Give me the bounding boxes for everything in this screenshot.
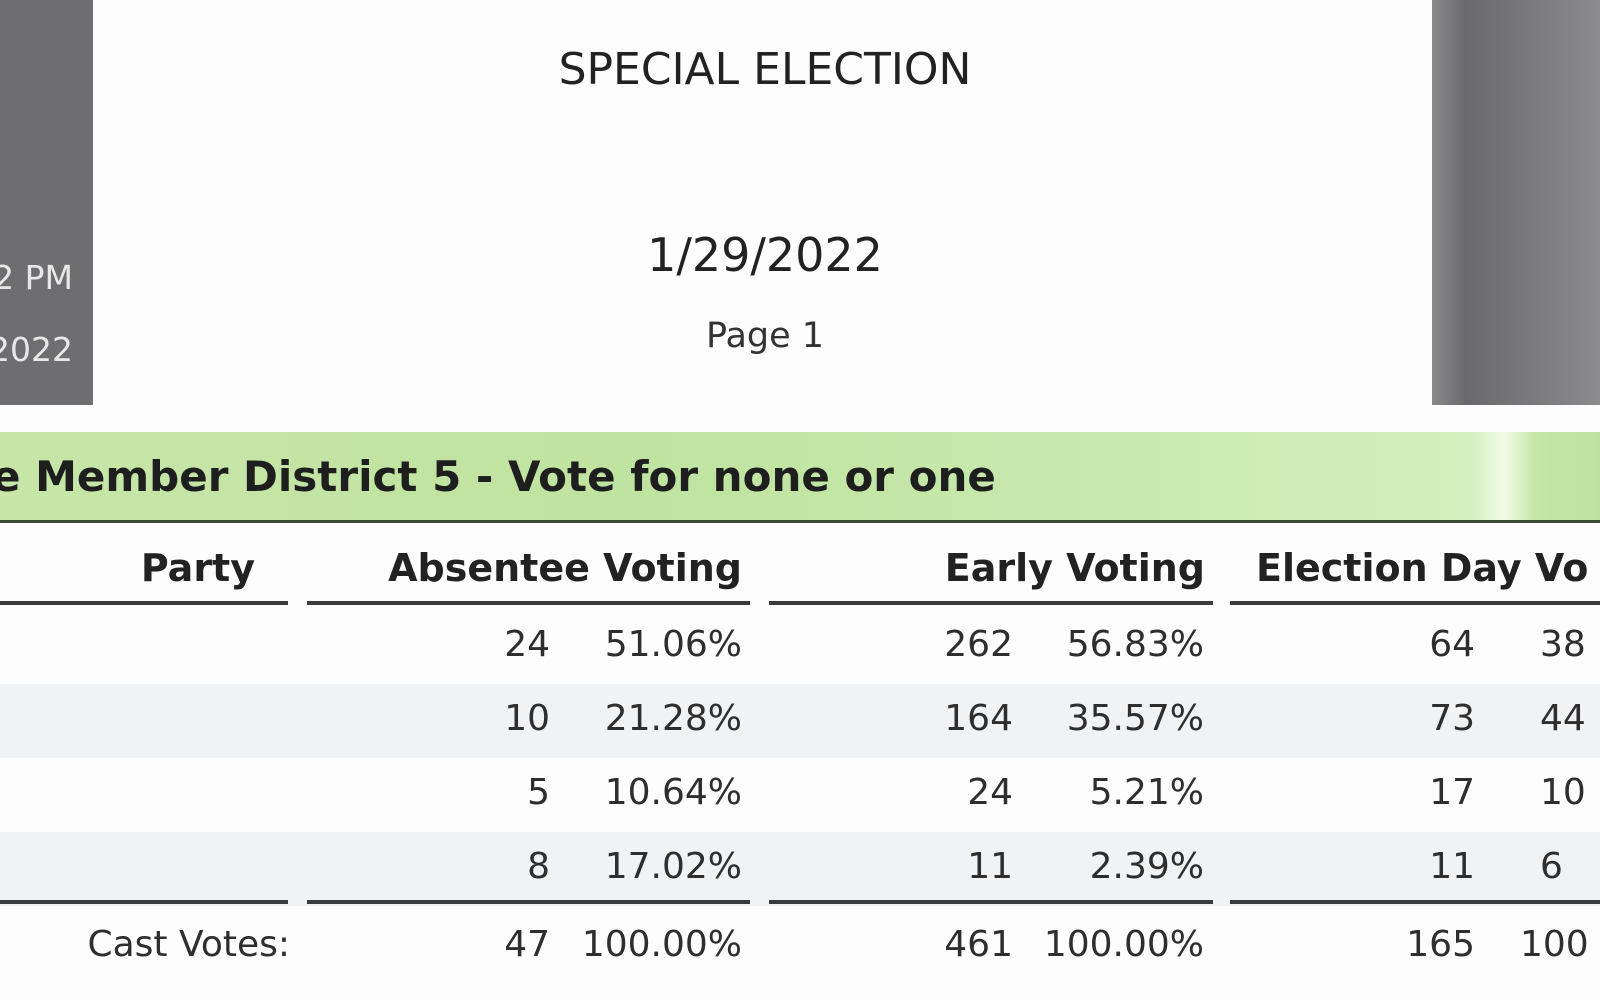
contest-band bbox=[0, 432, 1600, 523]
cell-early-votes: 24 bbox=[967, 772, 1013, 813]
cell-eday-votes: 64 bbox=[1429, 624, 1475, 665]
total-rule bbox=[307, 900, 750, 904]
right-side-panel bbox=[1432, 0, 1600, 405]
contest-title: e Member District 5 - Vote for none or o… bbox=[0, 452, 996, 501]
col-header-early: Early Voting bbox=[944, 546, 1205, 590]
cell-eday-pct: 6 bbox=[1540, 846, 1563, 887]
totals-absentee-votes: 47 bbox=[504, 924, 550, 965]
totals-early-votes: 461 bbox=[944, 924, 1013, 965]
cell-eday-pct: 44 bbox=[1540, 698, 1586, 739]
report-title: SPECIAL ELECTION bbox=[558, 44, 972, 95]
header-rule bbox=[0, 601, 288, 605]
row-stripe bbox=[0, 832, 1600, 906]
col-header-party: Party bbox=[140, 546, 255, 590]
row-stripe bbox=[0, 684, 1600, 758]
election-date: 1/29/2022 bbox=[647, 228, 883, 282]
totals-eday-votes: 165 bbox=[1406, 924, 1475, 965]
cell-eday-pct: 38 bbox=[1540, 624, 1586, 665]
total-rule bbox=[0, 900, 288, 904]
col-header-absentee: Absentee Voting bbox=[388, 546, 742, 590]
cell-early-votes: 11 bbox=[967, 846, 1013, 887]
cell-eday-votes: 73 bbox=[1429, 698, 1475, 739]
header-rule bbox=[1230, 601, 1600, 605]
cell-early-pct: 56.83% bbox=[1066, 624, 1204, 665]
cell-absentee-votes: 10 bbox=[504, 698, 550, 739]
total-rule bbox=[1230, 900, 1600, 904]
cell-absentee-pct: 21.28% bbox=[604, 698, 742, 739]
cell-early-votes: 164 bbox=[944, 698, 1013, 739]
cell-eday-votes: 11 bbox=[1429, 846, 1475, 887]
cell-early-votes: 262 bbox=[944, 624, 1013, 665]
cell-absentee-votes: 24 bbox=[504, 624, 550, 665]
panel-date: 2022 bbox=[0, 330, 73, 369]
cell-absentee-pct: 17.02% bbox=[604, 846, 742, 887]
header-rule bbox=[307, 601, 750, 605]
cell-absentee-pct: 51.06% bbox=[604, 624, 742, 665]
panel-time: 2 PM bbox=[0, 258, 73, 297]
page-number: Page 1 bbox=[705, 316, 825, 356]
totals-label: Cast Votes: bbox=[87, 924, 290, 965]
cell-early-pct: 5.21% bbox=[1089, 772, 1204, 813]
totals-early-pct: 100.00% bbox=[1043, 924, 1204, 965]
totals-absentee-pct: 100.00% bbox=[581, 924, 742, 965]
total-rule bbox=[769, 900, 1213, 904]
cell-absentee-votes: 5 bbox=[527, 772, 550, 813]
col-header-election-day: Election Day Vo bbox=[1256, 546, 1589, 590]
cell-early-pct: 2.39% bbox=[1089, 846, 1204, 887]
cell-absentee-votes: 8 bbox=[527, 846, 550, 887]
cell-eday-pct: 10 bbox=[1540, 772, 1586, 813]
header-rule bbox=[769, 601, 1213, 605]
left-side-panel: 2 PM 2022 bbox=[0, 0, 93, 405]
cell-eday-votes: 17 bbox=[1429, 772, 1475, 813]
cell-early-pct: 35.57% bbox=[1066, 698, 1204, 739]
cell-absentee-pct: 10.64% bbox=[604, 772, 742, 813]
totals-eday-pct: 100 bbox=[1520, 924, 1589, 965]
